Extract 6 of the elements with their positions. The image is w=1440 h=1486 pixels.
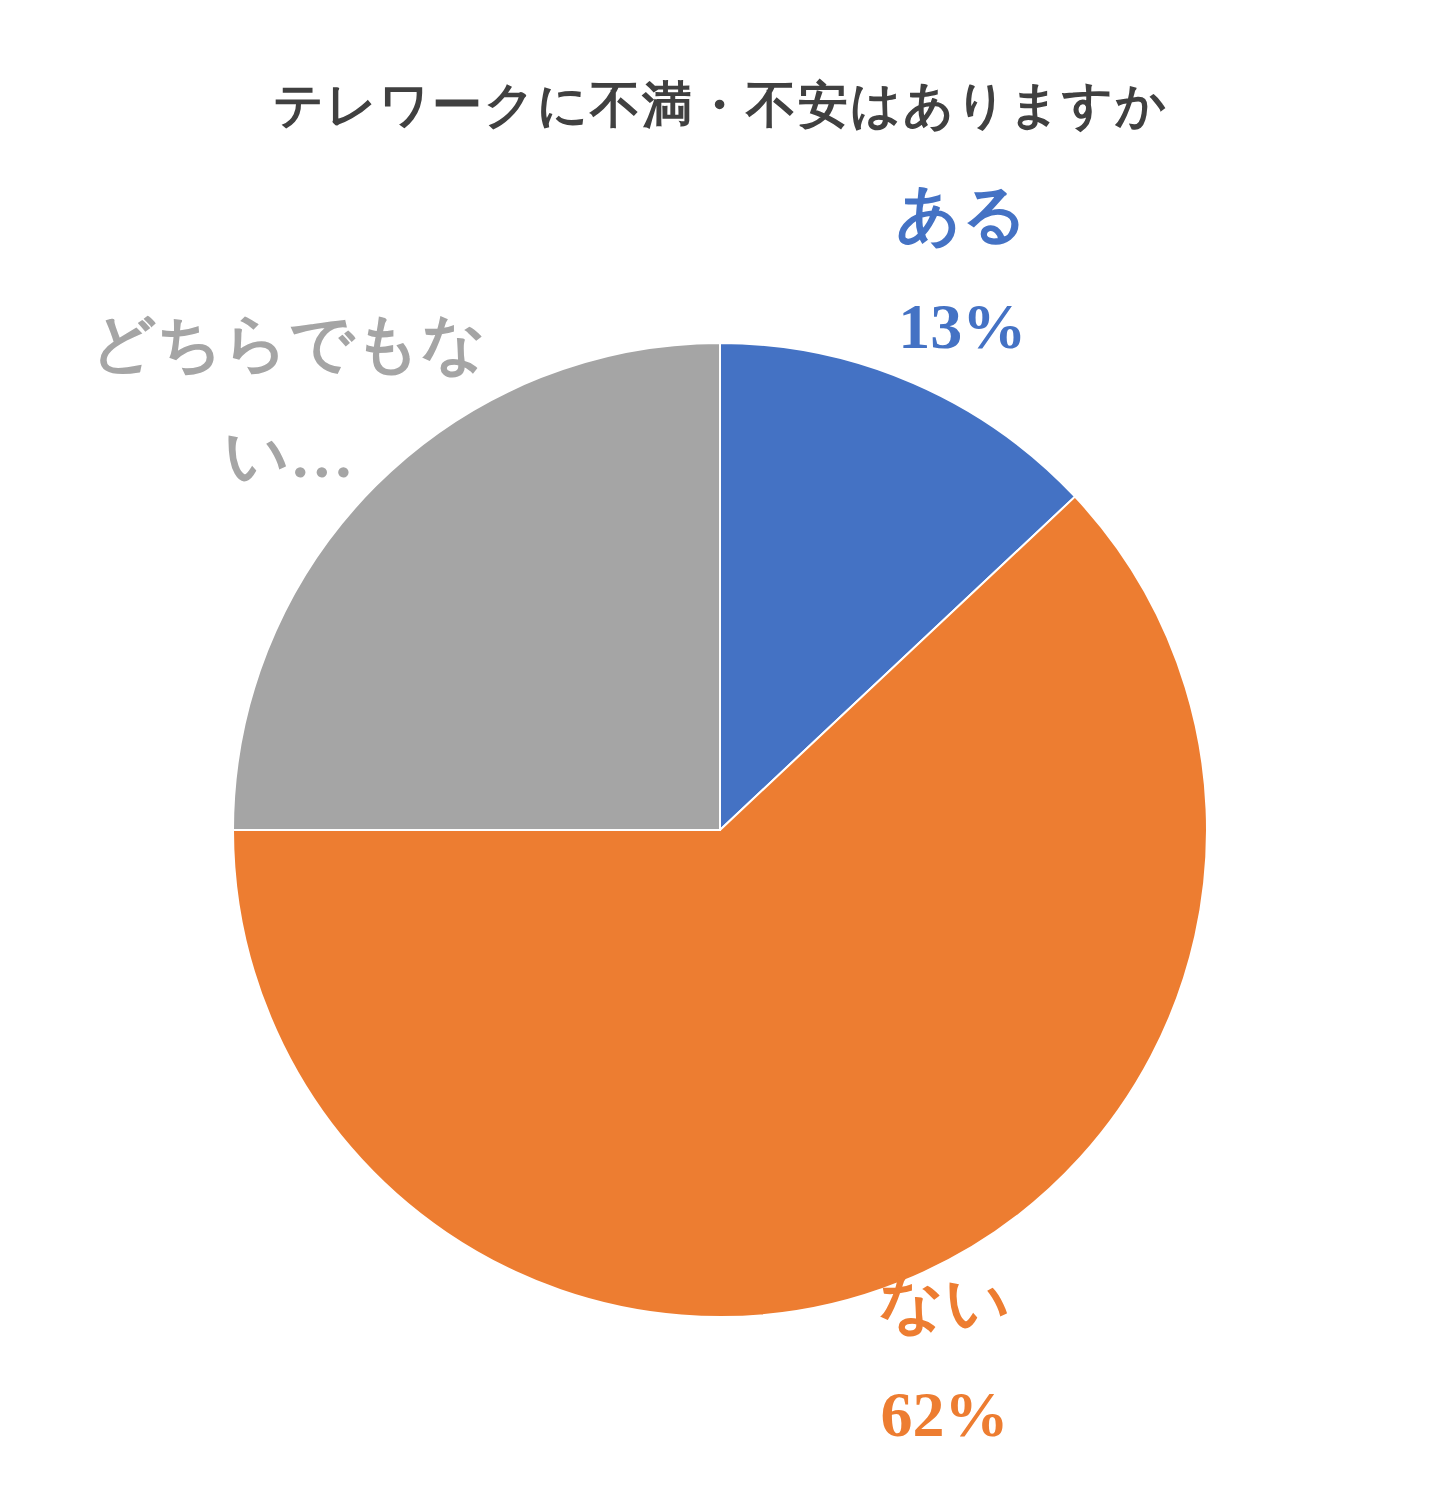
slice-label: どちらでもない… xyxy=(90,307,487,491)
slice-label: ない xyxy=(878,1267,1011,1338)
chart-title: テレワークに不満・不安はありますか xyxy=(272,77,1168,133)
data-label: 13% xyxy=(898,291,1027,363)
data-label: 62% xyxy=(880,1379,1009,1450)
slice-label: ある xyxy=(896,179,1029,251)
